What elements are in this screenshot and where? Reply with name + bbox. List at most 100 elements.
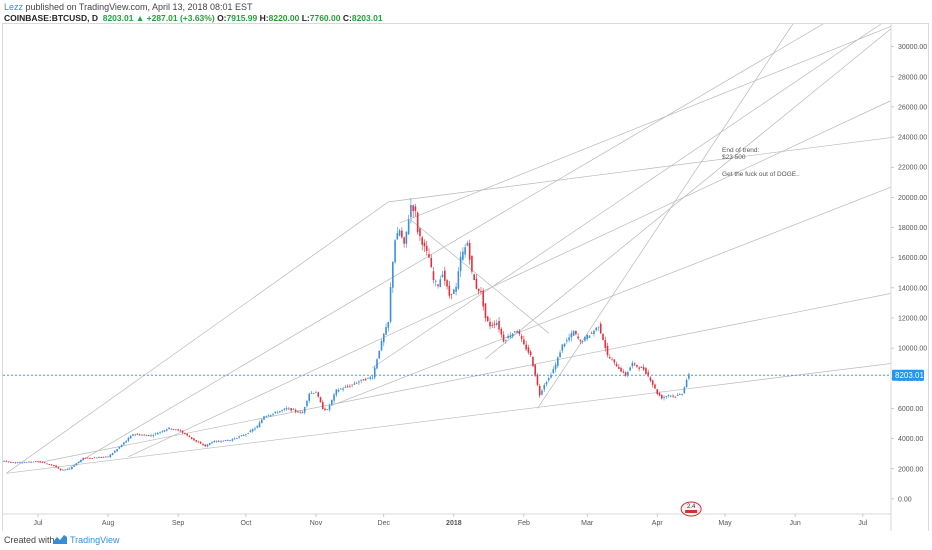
candle-body (172, 429, 175, 431)
trendline-12[interactable] (37, 283, 932, 464)
candle-body (220, 441, 222, 443)
trendline-2[interactable] (6, 201, 389, 474)
event-badge[interactable]: 2.4 (680, 501, 702, 517)
tradingview-brand-link[interactable]: TradingView (70, 535, 120, 545)
trendline-9[interactable] (128, 77, 932, 458)
close-value: 8203.01 (351, 13, 383, 23)
candle-body (633, 363, 636, 365)
candle-body (163, 430, 166, 432)
candle-body (337, 389, 340, 392)
candle-body (663, 397, 665, 399)
price-tick-label: 22000.00 (898, 165, 927, 172)
candle-body (193, 438, 195, 441)
note-line-1: End of trend: (722, 147, 759, 154)
candle-body (681, 394, 683, 395)
candle-body (575, 330, 577, 335)
candle-body (215, 440, 218, 442)
author-link[interactable]: Lezz (4, 2, 24, 12)
trendline-10[interactable] (399, 24, 897, 224)
candle-body (245, 434, 247, 436)
high-label: H: (259, 13, 269, 23)
candle-body (55, 465, 57, 468)
price-tick-label: 12000.00 (898, 316, 927, 323)
candle-body (559, 352, 561, 358)
trendline-5[interactable] (372, 24, 882, 369)
candle-body (28, 461, 30, 463)
candle-body (303, 407, 306, 413)
trendline-8[interactable] (331, 167, 932, 406)
time-tick-label: Nov (310, 520, 323, 527)
candle-body (536, 374, 539, 385)
trendline-6[interactable] (485, 24, 896, 359)
time-tick-label: Jul (858, 520, 867, 527)
candle-body (398, 230, 401, 236)
candle-body (206, 444, 209, 447)
candle-body (285, 408, 288, 410)
tradingview-logo-icon[interactable] (53, 534, 67, 544)
candle-body (466, 242, 469, 246)
candle-body (238, 436, 240, 438)
candle-body (294, 409, 297, 412)
candle-body (385, 327, 387, 335)
candle-body (181, 430, 184, 433)
candle-body (599, 323, 602, 334)
candle-body (584, 336, 586, 341)
trend-note: End of trend: $23 500 Get the fuck out o… (722, 147, 800, 178)
candle-body (195, 440, 197, 442)
candle-body (292, 408, 295, 410)
time-tick-label: May (718, 520, 732, 527)
candle-body (272, 413, 274, 415)
candle-body (534, 364, 536, 377)
trendline-11[interactable] (410, 219, 549, 334)
candle-body (369, 377, 372, 379)
candle-body (403, 237, 405, 244)
candle-body (290, 408, 292, 411)
candle-body (312, 393, 315, 394)
trendline-3[interactable] (388, 131, 932, 203)
candle-body (333, 394, 335, 401)
published-info: Lezz published on TradingView.com, April… (4, 2, 253, 12)
candle-body (412, 205, 414, 211)
candle-body (166, 429, 168, 431)
candle-body (642, 367, 645, 370)
candle-body (622, 371, 625, 373)
candle-body (95, 457, 98, 459)
candle-body (229, 440, 231, 441)
candle-body (554, 364, 557, 370)
candle-body (636, 364, 638, 367)
candle-body (204, 444, 207, 447)
candle-body (392, 261, 394, 288)
candle-body (473, 274, 475, 280)
trendline-1[interactable] (6, 357, 932, 474)
candle-body (401, 230, 403, 238)
candle-body (265, 415, 268, 417)
candle-body (123, 442, 125, 445)
candle-body (405, 231, 408, 244)
trendline-4[interactable] (67, 0, 874, 470)
candle-body (502, 334, 505, 342)
candle-body (382, 333, 385, 343)
candle-body (321, 402, 324, 410)
price-axis: 0.002000.004000.006000.008000.0010000.00… (890, 24, 927, 531)
candle-body (367, 377, 369, 379)
candle-body (132, 434, 134, 436)
candle-body (109, 454, 112, 458)
candle-body (498, 321, 500, 330)
candle-body (520, 336, 523, 339)
candle-body (631, 362, 634, 367)
candle-body (242, 435, 245, 436)
price-tick-label: 26000.00 (898, 104, 927, 111)
candle-body (102, 456, 105, 458)
time-tick-label: Apr (652, 520, 664, 527)
trendline-7[interactable] (537, 24, 794, 409)
candle-body (14, 462, 17, 464)
candle-body (505, 339, 507, 341)
candle-body (32, 461, 35, 463)
candle-body (154, 433, 157, 435)
candle-body (670, 395, 672, 397)
candle-body (572, 331, 575, 336)
candle-body (184, 433, 186, 435)
candle-body (274, 412, 277, 414)
candle-body (125, 440, 127, 443)
